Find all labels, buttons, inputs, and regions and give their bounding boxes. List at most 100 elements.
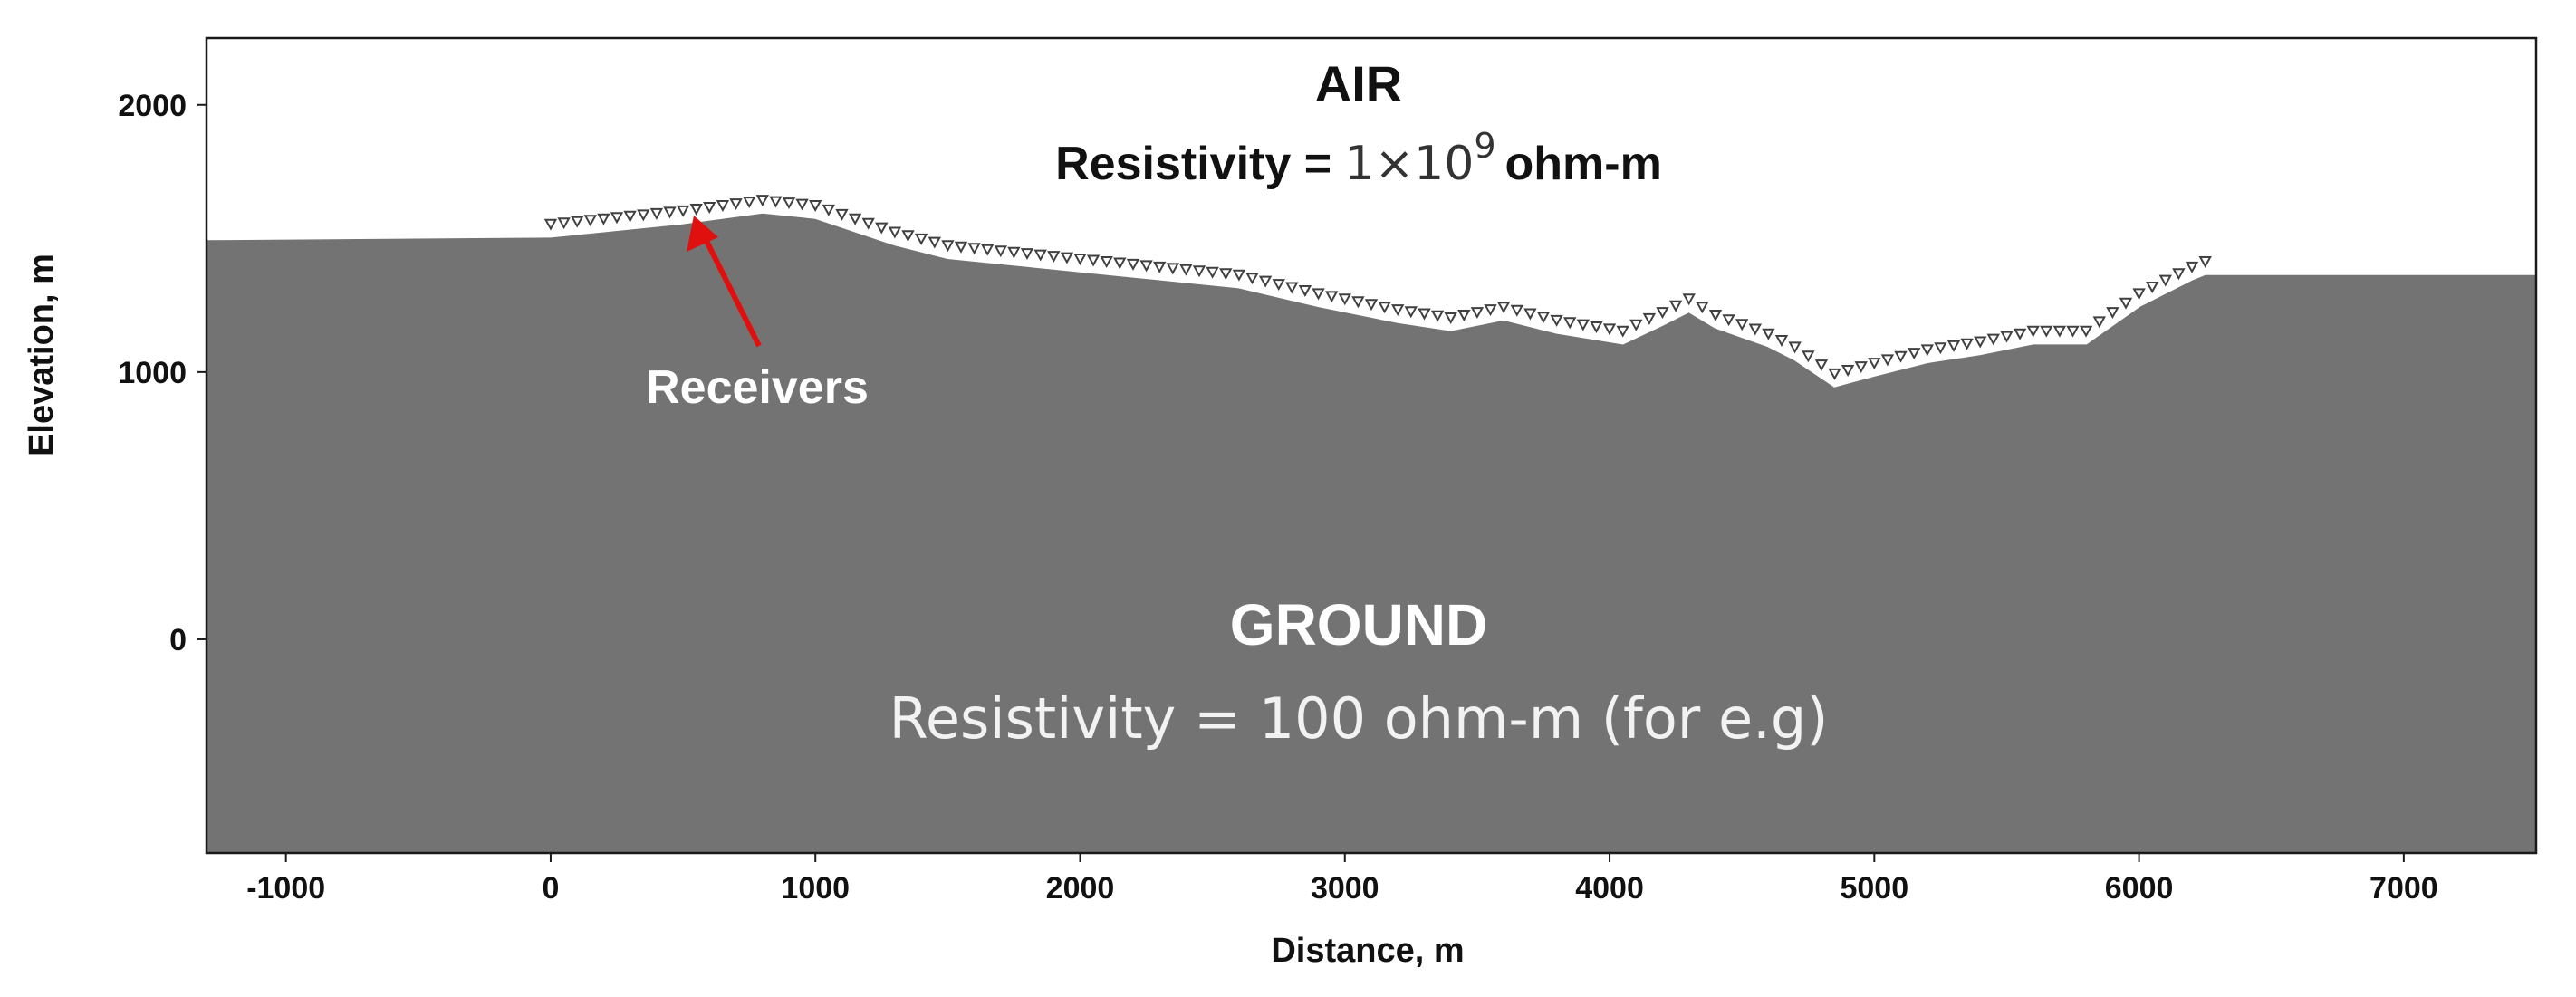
- receiver-marker: [1536, 312, 1551, 324]
- receiver-marker: [1258, 275, 1273, 288]
- receiver-marker: [861, 217, 875, 230]
- y-axis-title: Elevation, m: [23, 254, 61, 456]
- receiver-marker: [2013, 328, 2027, 340]
- receiver-marker: [2172, 268, 2186, 281]
- receiver-marker: [583, 215, 597, 227]
- air-title: AIR: [1315, 55, 1402, 112]
- receiver-marker: [2185, 261, 2199, 273]
- receiver-marker: [623, 210, 637, 223]
- receiver-marker: [822, 204, 835, 216]
- x-tick-label: 0: [542, 871, 559, 906]
- receiver-marker: [571, 216, 584, 228]
- receivers-arrow-head: [687, 216, 718, 252]
- receiver-marker: [1774, 335, 1789, 347]
- receiver-marker: [637, 209, 650, 222]
- receiver-marker: [543, 218, 558, 231]
- receiver-marker: [1974, 336, 1987, 349]
- receiver-marker: [1828, 368, 1841, 380]
- receiver-marker: [1007, 246, 1021, 259]
- receiver-marker: [729, 198, 743, 211]
- receiver-marker: [1338, 293, 1351, 306]
- receiver-marker: [1444, 312, 1457, 324]
- receiver-marker: [967, 243, 981, 255]
- receiver-marker: [663, 206, 677, 219]
- receiver-marker: [2146, 282, 2159, 293]
- receiver-marker: [1550, 314, 1563, 327]
- receiver-marker: [1364, 299, 1379, 312]
- y-tick-label: 0: [169, 623, 187, 657]
- air-resistivity: Resistivity = 1×109 ohm-m: [1055, 126, 1662, 191]
- receiver-marker: [1033, 249, 1047, 262]
- receiver-marker: [1060, 252, 1074, 264]
- receiver-marker: [1868, 358, 1881, 370]
- receiver-marker: [1245, 273, 1259, 285]
- receiver-marker: [1126, 258, 1140, 271]
- receiver-marker: [1656, 307, 1669, 320]
- receiver-marker: [1920, 344, 1934, 357]
- receiver-marker: [795, 198, 809, 211]
- receiver-marker: [1590, 321, 1603, 333]
- receiver-marker: [1285, 282, 1299, 294]
- receiver-marker: [1206, 266, 1219, 279]
- receiver-marker: [1668, 300, 1683, 312]
- receiver-marker: [755, 195, 769, 207]
- receiver-marker: [1682, 293, 1696, 306]
- receiver-marker: [1841, 365, 1855, 377]
- receiver-marker: [703, 202, 716, 214]
- receiver-marker: [1880, 354, 1895, 367]
- receiver-marker: [676, 205, 690, 217]
- receiver-marker: [1232, 269, 1246, 282]
- receiver-marker: [928, 236, 941, 249]
- air-resistivity-exponent: 9: [1474, 126, 1495, 166]
- receiver-marker: [2132, 288, 2146, 301]
- receiver-marker: [914, 233, 928, 245]
- receiver-marker: [1351, 296, 1365, 309]
- plot-frame: [205, 36, 2538, 855]
- receiver-marker: [769, 196, 783, 208]
- receiver-marker: [1470, 307, 1485, 320]
- receiver-marker: [2106, 307, 2119, 320]
- plot-area: [205, 36, 2538, 855]
- receiver-marker: [743, 197, 756, 209]
- receiver-marker: [2026, 325, 2040, 338]
- receiver-marker: [2079, 325, 2093, 338]
- x-tick-label: 1000: [781, 871, 850, 906]
- receiver-marker: [1576, 319, 1590, 331]
- receiver-marker: [835, 208, 849, 221]
- receiver-marker: [1696, 302, 1709, 314]
- receiver-marker: [1404, 306, 1418, 319]
- receiver-marker: [1073, 254, 1087, 265]
- ground-title: GROUND: [1230, 592, 1487, 657]
- receiver-marker: [1722, 314, 1735, 327]
- air-resistivity-mantissa: 1×10: [1345, 137, 1475, 191]
- receiver-marker: [1735, 319, 1749, 331]
- receiver-marker: [1047, 251, 1061, 264]
- x-tick-label: 7000: [2369, 871, 2438, 906]
- x-tick-label: 4000: [1575, 871, 1644, 906]
- receiver-marker: [716, 200, 730, 212]
- receiver-marker: [809, 200, 822, 212]
- receiver-marker: [1563, 317, 1577, 330]
- receiver-marker: [1708, 310, 1723, 321]
- receiver-marker: [1854, 361, 1868, 374]
- receiver-marker: [2158, 274, 2172, 287]
- ground-surface-line: [206, 209, 2536, 388]
- receiver-marker: [689, 204, 703, 216]
- receiver-marker: [1629, 319, 1643, 331]
- x-tick-label: 6000: [2105, 871, 2174, 906]
- receiver-marker: [1219, 268, 1233, 281]
- y-tick-label: 2000: [118, 89, 187, 123]
- receiver-marker: [1391, 304, 1405, 317]
- receiver-marker: [1946, 340, 1961, 352]
- receiver-marker: [1748, 323, 1762, 336]
- receiver-marker: [1192, 265, 1206, 278]
- x-axis-title: Distance, m: [1271, 932, 1464, 970]
- receiver-marker: [2052, 325, 2067, 338]
- receiver-marker: [1139, 260, 1153, 273]
- receivers-group: [543, 195, 2212, 380]
- receiver-marker: [954, 241, 968, 254]
- receiver-marker: [1312, 288, 1325, 301]
- receiver-marker: [1908, 348, 1921, 360]
- receiver-marker: [1418, 308, 1431, 321]
- receiver-marker: [1086, 254, 1101, 267]
